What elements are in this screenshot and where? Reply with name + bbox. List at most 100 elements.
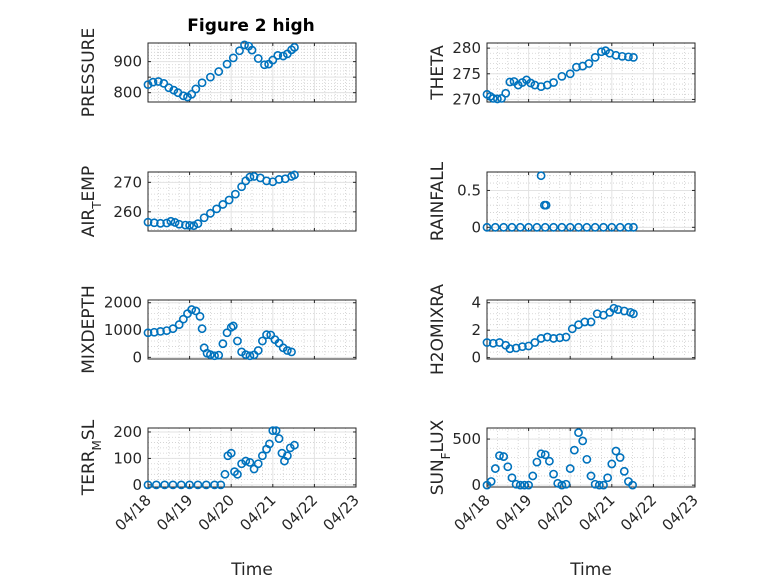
data-point [549, 334, 558, 343]
data-point [214, 67, 224, 76]
x-tick-label: 04/22 [278, 491, 321, 534]
data-point [205, 350, 215, 360]
data-point [486, 477, 496, 486]
data-point [201, 480, 211, 490]
axes-box [147, 427, 357, 488]
data-point [245, 172, 255, 182]
y-tick-label: 0 [132, 348, 142, 366]
data-point [224, 195, 234, 205]
data-point [265, 439, 274, 449]
data-point [586, 317, 596, 327]
y-tick-label: 0 [471, 218, 481, 236]
subplot-1: 800 900 PRESSURE [79, 28, 357, 117]
data-point [611, 446, 621, 456]
data-point [572, 62, 581, 72]
data-point [228, 321, 238, 331]
y-tick-label: 270 [452, 90, 481, 108]
data-point [565, 464, 575, 473]
data-point [540, 450, 550, 460]
data-point [611, 50, 621, 60]
axes-box [147, 42, 357, 103]
y-tick-label: 0 [132, 476, 142, 494]
data-point [507, 222, 517, 232]
data-point [524, 222, 533, 232]
x-tick-label: 04/23 [659, 491, 702, 534]
data-point [557, 222, 567, 232]
data-point [499, 222, 509, 232]
data-point [162, 218, 172, 228]
data-point [582, 454, 592, 464]
data-point [488, 338, 498, 348]
data-point [555, 333, 565, 343]
data-point [156, 327, 165, 336]
data-point [505, 344, 515, 354]
y-tick-label: 900 [113, 53, 142, 71]
data-point [222, 328, 232, 338]
x-axis-label: Time [230, 560, 273, 580]
y-tick-label: 500 [452, 430, 481, 448]
data-point [490, 222, 500, 232]
y-tick-label: 0 [471, 349, 481, 367]
data-point [253, 346, 263, 355]
data-point [499, 452, 509, 461]
data-point [507, 473, 517, 483]
data-point [282, 346, 292, 355]
data-point [569, 445, 579, 455]
data-point [268, 55, 278, 65]
data-point [574, 428, 583, 438]
data-point [545, 456, 554, 466]
data-point [185, 480, 194, 490]
data-point [148, 77, 158, 87]
data-point [274, 434, 284, 443]
data-point [565, 69, 575, 79]
data-point [241, 350, 251, 360]
data-point [262, 330, 271, 340]
y-tick-label: 1000 [104, 321, 142, 339]
axes-box [147, 299, 357, 360]
data-point [216, 480, 226, 490]
y-tick-label: 2000 [104, 294, 142, 312]
subplot-3: 260 270 AIRTEMP [79, 166, 357, 237]
y-tick-label: 260 [113, 203, 142, 221]
data-point [222, 59, 232, 69]
x-axis-label: Time [569, 560, 612, 580]
data-point [273, 51, 283, 60]
y-tick-label: 200 [113, 423, 142, 441]
data-point [181, 220, 190, 230]
data-point [176, 480, 186, 490]
y-axis-label: MIXDEPTH [79, 285, 99, 374]
data-point [629, 222, 638, 232]
axes-box [486, 299, 696, 360]
data-point [245, 457, 255, 467]
y-tick-label: 100 [113, 449, 142, 467]
y-tick-label: 270 [113, 173, 142, 191]
data-point [168, 324, 178, 334]
data-point [482, 338, 492, 347]
data-point [503, 462, 513, 472]
data-point [193, 219, 203, 229]
data-point [143, 217, 153, 227]
data-point [228, 53, 238, 63]
data-point [212, 204, 222, 214]
data-point [557, 71, 567, 81]
data-point [197, 324, 207, 334]
data-point [528, 471, 538, 481]
y-axis-label: RAINFALL [428, 161, 448, 241]
data-point [590, 479, 600, 489]
y-axis-label: TERRMSL [79, 419, 104, 496]
x-tick-label: 04/20 [195, 491, 238, 534]
data-point [197, 78, 207, 88]
data-point [501, 88, 511, 98]
data-point [174, 219, 184, 229]
y-axis-label: AIRTEMP [79, 166, 104, 237]
data-point [495, 451, 504, 461]
data-point [517, 342, 527, 352]
data-point [174, 320, 184, 329]
data-point [584, 59, 594, 68]
figure-title: Figure 2 high [187, 16, 315, 36]
data-point [143, 480, 153, 490]
data-point [586, 471, 596, 481]
data-point [253, 459, 263, 469]
data-point [290, 440, 299, 450]
